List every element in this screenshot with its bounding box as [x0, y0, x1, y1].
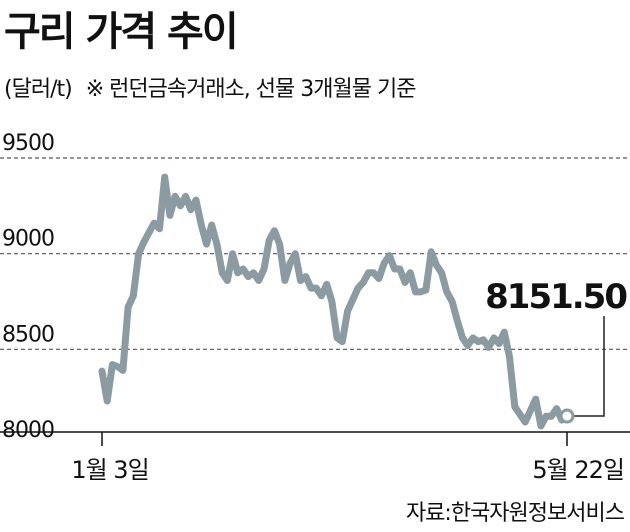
x-tick-label-1: 5월 22일 — [532, 456, 624, 484]
unit-label: (달러/t) — [4, 77, 73, 102]
y-tick-9500: 9500 — [2, 131, 54, 156]
copper-price-line — [98, 173, 571, 430]
y-tick-8500: 8500 — [2, 322, 54, 347]
last-point-marker — [559, 408, 575, 424]
x-tick-labels: 1월 3일 5월 22일 — [71, 432, 625, 484]
last-value-label: 8151.50 — [485, 277, 627, 317]
y-tick-labels: 9500 9000 8500 8000 — [2, 131, 55, 443]
note-label: ※ 런던금속거래소, 선물 3개월물 기준 — [85, 77, 417, 102]
chart-subtitle: (달러/t) ※ 런던금속거래소, 선물 3개월물 기준 — [4, 76, 417, 104]
last-value-callout-line — [573, 316, 605, 417]
grid-layer — [0, 157, 630, 350]
source-label: 자료:한국자원정보서비스 — [405, 501, 625, 526]
y-tick-9000: 9000 — [2, 227, 54, 252]
chart-title: 구리 가격 추이 — [4, 9, 239, 55]
y-tick-8000: 8000 — [2, 418, 54, 443]
x-tick-label-0: 1월 3일 — [71, 456, 148, 484]
